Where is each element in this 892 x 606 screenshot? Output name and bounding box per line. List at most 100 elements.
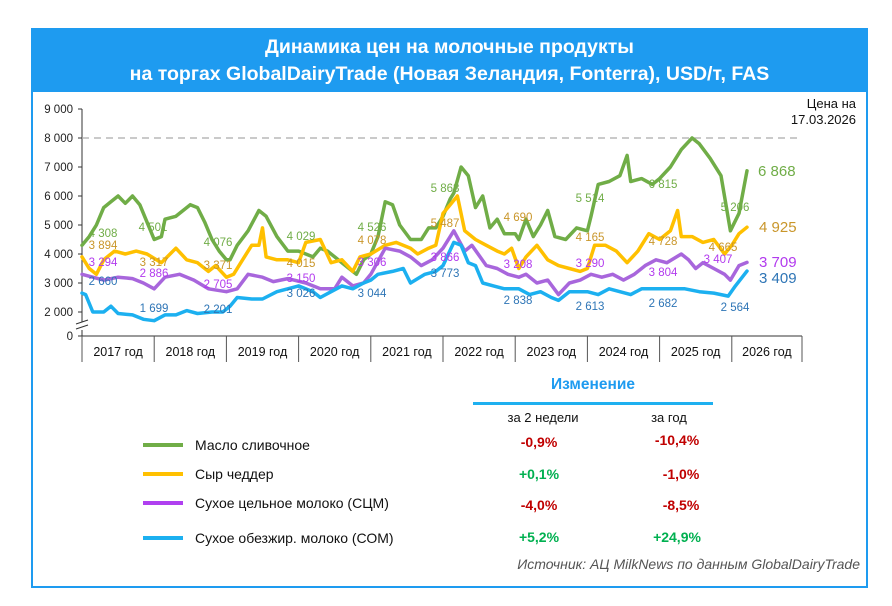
data-label-wmp: 3 290 <box>576 258 605 270</box>
data-label-butter: 5 514 <box>576 193 605 205</box>
butter-2w-change: -0,9% <box>520 434 558 450</box>
change-underline <box>473 402 713 405</box>
y-tick-label: 8 000 <box>44 133 73 145</box>
data-label-smp: 2 564 <box>721 302 750 314</box>
cheese-year-change: -1,0% <box>662 466 700 482</box>
price-note-line-2: 17.03.2026 <box>790 112 856 127</box>
series-line-cheese <box>80 194 749 279</box>
smp-2w-change: +5,2% <box>518 529 560 545</box>
title-line-2: на торгах GlobalDairyTrade (Новая Зеланд… <box>129 63 770 85</box>
legend-swatch-butter <box>143 443 183 447</box>
data-label-wmp: 2 705 <box>204 279 233 291</box>
data-label-wmp: 3 150 <box>287 273 316 285</box>
data-label-butter: 6 815 <box>649 179 678 191</box>
x-category-label: 2021 год <box>382 345 432 359</box>
wmp-2w-change: -4,0% <box>520 497 558 513</box>
column-two-weeks: за 2 недели <box>507 410 579 425</box>
data-label-butter: 4 308 <box>89 228 118 240</box>
data-label-butter: 4 526 <box>358 222 387 234</box>
data-label-cheese: 5 487 <box>431 218 460 230</box>
data-label-butter: 4 029 <box>287 231 316 243</box>
legend-swatch-cheese <box>143 472 183 476</box>
data-label-wmp: 3 294 <box>89 257 118 269</box>
series-line-butter <box>80 136 749 277</box>
change-title: Изменение <box>550 376 636 393</box>
wmp-year-change: -8,5% <box>662 497 700 513</box>
data-label-cheese: 4 925 <box>759 219 797 236</box>
y-tick-label: 4 000 <box>44 249 73 261</box>
legend-label: Масло сливочное <box>195 437 310 453</box>
data-label-wmp: 3 208 <box>504 259 533 271</box>
data-label-smp: 2 682 <box>649 298 678 310</box>
x-category-label: 2017 год <box>93 345 143 359</box>
legend-swatch-wmp <box>143 501 183 505</box>
data-label-smp: 3 409 <box>759 270 797 287</box>
legend-label: Сухое цельное молоко (СЦМ) <box>195 495 389 511</box>
legend-item-wmp: Сухое цельное молоко (СЦМ) <box>143 495 389 511</box>
legend-item-butter: Масло сливочное <box>143 437 310 453</box>
cheese-2w-change: +0,1% <box>518 466 560 482</box>
x-category-label: 2020 год <box>310 345 360 359</box>
y-tick-label: 0 <box>67 331 73 343</box>
data-label-wmp: 2 886 <box>140 268 169 280</box>
data-label-smp: 3 026 <box>287 288 316 300</box>
data-label-wmp: 3 709 <box>759 254 797 271</box>
price-date-note: Цена на 17.03.2026 <box>791 96 856 128</box>
legend-item-smp: Сухое обезжир. молоко (СОМ) <box>143 530 394 546</box>
data-label-butter: 4 501 <box>139 222 168 234</box>
data-label-butter: 5 206 <box>721 202 750 214</box>
price-note-line-1: Цена на <box>806 96 856 111</box>
data-label-cheese: 4 015 <box>287 258 316 270</box>
y-tick-label: 7 000 <box>44 162 73 174</box>
y-tick-label: 5 000 <box>44 220 73 232</box>
data-label-wmp: 3 866 <box>431 252 460 264</box>
data-label-smp: 3 044 <box>358 288 387 300</box>
data-label-wmp: 3 804 <box>649 267 678 279</box>
axis-break-mark <box>75 324 89 330</box>
legend-item-cheese: Сыр чеддер <box>143 466 274 482</box>
butter-year-change: -10,4% <box>654 432 700 448</box>
data-label-smp: 1 699 <box>140 303 169 315</box>
data-label-butter: 4 076 <box>204 237 233 249</box>
data-label-cheese: 4 078 <box>358 235 387 247</box>
title-line-1: Динамика цен на молочные продукты <box>265 36 634 58</box>
title-bar: Динамика цен на молочные продукты на тор… <box>31 28 868 92</box>
data-label-cheese: 4 728 <box>649 236 678 248</box>
x-category-label: 2023 год <box>527 345 577 359</box>
data-label-butter: 6 868 <box>758 163 796 180</box>
y-tick-label: 2 000 <box>44 307 73 319</box>
series-line-smp <box>80 240 749 323</box>
y-tick-label: 3 000 <box>44 278 73 290</box>
source-note: Источник: АЦ MilkNews по данным GlobalDa… <box>517 556 860 572</box>
smp-year-change: +24,9% <box>653 529 701 545</box>
legend-label: Сухое обезжир. молоко (СОМ) <box>195 530 394 546</box>
data-label-cheese: 4 690 <box>504 212 533 224</box>
x-category-label: 2018 год <box>166 345 216 359</box>
data-label-cheese: 3 894 <box>89 240 118 252</box>
x-category-label: 2019 год <box>238 345 288 359</box>
data-label-smp: 2 613 <box>576 301 605 313</box>
data-label-smp: 2 838 <box>504 295 533 307</box>
data-label-wmp: 3 407 <box>704 254 733 266</box>
data-label-cheese: 3 317 <box>140 257 169 269</box>
legend-label: Сыр чеддер <box>195 466 274 482</box>
legend-swatch-smp <box>143 536 183 540</box>
data-label-cheese: 3 371 <box>204 260 233 272</box>
x-category-label: 2024 год <box>599 345 649 359</box>
x-category-label: 2025 год <box>671 345 721 359</box>
data-label-smp: 2 660 <box>89 276 118 288</box>
data-label-wmp: 3 306 <box>358 257 387 269</box>
series-line-wmp <box>80 229 749 297</box>
x-category-label: 2026 год <box>742 345 792 359</box>
data-label-butter: 5 868 <box>431 183 460 195</box>
y-tick-label: 9 000 <box>44 104 73 116</box>
data-label-smp: 2 201 <box>204 304 233 316</box>
data-label-cheese: 4 165 <box>576 232 605 244</box>
data-label-cheese: 4 665 <box>709 242 738 254</box>
column-year: за год <box>651 410 687 425</box>
data-label-smp: 3 773 <box>431 268 460 280</box>
x-category-label: 2022 год <box>454 345 504 359</box>
axis-break-mark <box>75 319 89 325</box>
